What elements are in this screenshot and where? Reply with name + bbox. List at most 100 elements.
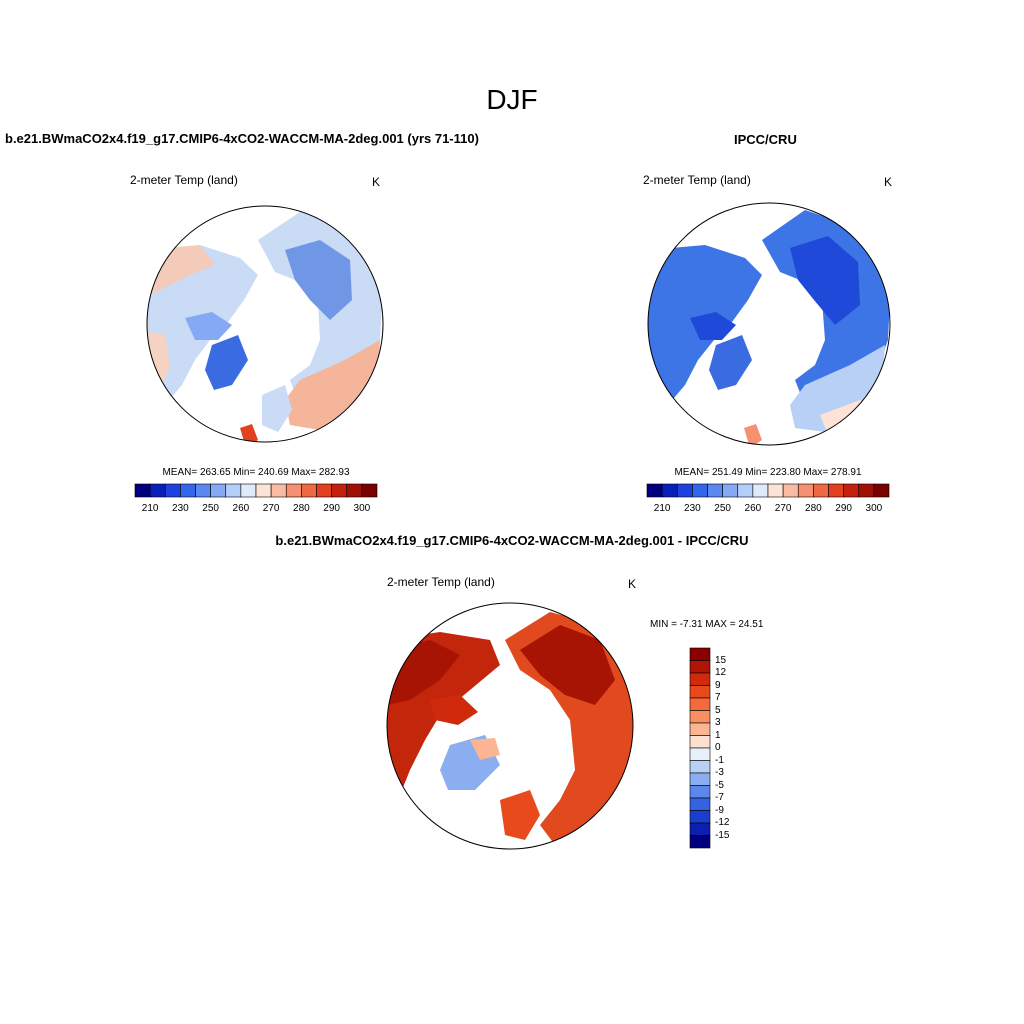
colorbar-box [689,772,711,786]
colorbar-box [316,483,332,498]
model-scandinavia [262,385,292,432]
colorbar-tick-label: 5 [715,704,721,716]
colorbar-tick-label: 280 [805,503,822,514]
colorbar-box [689,660,711,674]
colorbar-box [828,483,844,498]
colorbar-tick-label: 210 [653,503,671,514]
colorbar-tick-label: 7 [715,692,721,703]
colorbar-tick-label: 250 [714,503,731,514]
colorbar-box [270,483,287,498]
colorbar-tick-label: 12 [715,667,727,678]
colorbar-box [689,672,711,686]
colorbar-box [195,483,211,498]
panel-diff-stats: MIN = -7.31 MAX = 24.51 [650,619,764,630]
colorbar-box [689,735,711,749]
obs-siberia [790,236,860,325]
colorbar-box [858,483,875,498]
diff-greenland-north [470,738,500,760]
colorbar-obs [646,483,890,498]
panel-diff-units: K [628,577,637,591]
panel-obs-stats: MEAN= 251.49 Min= 223.80 Max= 278.91 [674,467,862,478]
colorbar-tick-label: 300 [865,503,883,514]
colorbar-tick-label: 290 [835,503,852,514]
colorbar-box [240,483,257,498]
colorbar-box [752,483,769,498]
colorbar-box [767,483,784,498]
colorbar-diff [689,647,711,849]
colorbar-tick-label: -1 [715,754,724,766]
colorbar-model [134,483,378,498]
colorbar-box [149,483,166,498]
colorbar-box [210,483,227,498]
colorbar-box [661,483,678,498]
colorbar-tick-label: 230 [684,503,701,514]
colorbar-tick-label: -15 [715,829,730,841]
model-siberia [285,240,352,320]
colorbar-box [689,710,711,724]
colorbar-tick-label: 250 [202,503,219,514]
panel-obs-units: K [884,175,893,189]
colorbar-box [689,722,711,736]
colorbar-box [737,483,754,498]
model-greenland [205,335,248,390]
colorbar-tick-label: 3 [715,717,721,728]
panel-diff-variable: 2-meter Temp (land) [387,575,495,589]
colorbar-box [689,822,711,836]
diff-scandinavia [500,790,540,840]
colorbar-box [361,483,378,498]
colorbar-box [689,835,711,849]
colorbar-box [689,685,711,699]
panel-model-stats: MEAN= 263.65 Min= 240.69 Max= 282.93 [162,467,350,478]
colorbar-box [689,747,711,761]
colorbar-box [707,483,723,498]
colorbar-box [164,483,181,498]
colorbar-tick-label: 270 [774,503,792,514]
colorbar-tick-label: 9 [715,679,721,691]
colorbar-tick-label: 280 [293,503,310,514]
colorbar-box [676,483,693,498]
colorbar-tick-label: 15 [715,654,727,666]
panel-model-units: K [372,175,381,189]
colorbar-box [301,483,317,498]
colorbar-box [689,785,711,799]
colorbar-tick-label: -7 [715,792,724,803]
obs-greenland [709,335,752,390]
colorbar-tick-label: -12 [715,817,730,828]
map-diff [386,602,634,850]
colorbar-box [689,647,711,661]
model-uk [240,424,258,442]
colorbar-box [843,483,860,498]
colorbar-box [873,483,890,498]
colorbar-tick-label: -5 [715,779,724,791]
obs-archipelago [690,312,736,340]
colorbar-box [722,483,739,498]
model-west-coast [147,330,170,405]
colorbar-tick-label: 0 [715,742,721,753]
map-model [146,205,384,443]
colorbar-box [813,483,829,498]
colorbar-box [689,760,711,774]
colorbar-box [285,483,302,498]
panel-diff-title: b.e21.BWmaCO2x4.f19_g17.CMIP6-4xCO2-WACC… [275,533,749,548]
colorbar-tick-label: 290 [323,503,340,514]
colorbar-box [689,810,711,824]
colorbar-box [689,797,711,811]
colorbar-box [782,483,799,498]
diff-archipelago [430,695,478,725]
figure-title: DJF [486,84,538,115]
colorbar-box [692,483,708,498]
colorbar-tick-label: 230 [172,503,189,514]
colorbar-tick-label: -3 [715,767,724,778]
model-archipelago [185,312,232,340]
diff-siberia-hot [520,625,615,705]
colorbar-box [134,483,151,498]
colorbar-tick-label: 210 [141,503,159,514]
panel-obs-title: IPCC/CRU [734,132,797,147]
obs-uk [744,424,762,445]
colorbar-box [180,483,196,498]
colorbar-tick-label: 300 [353,503,371,514]
colorbar-tick-label: 260 [232,503,250,514]
panel-model-title: b.e21.BWmaCO2x4.f19_g17.CMIP6-4xCO2-WACC… [5,131,479,146]
colorbar-tick-label: -9 [715,804,724,816]
